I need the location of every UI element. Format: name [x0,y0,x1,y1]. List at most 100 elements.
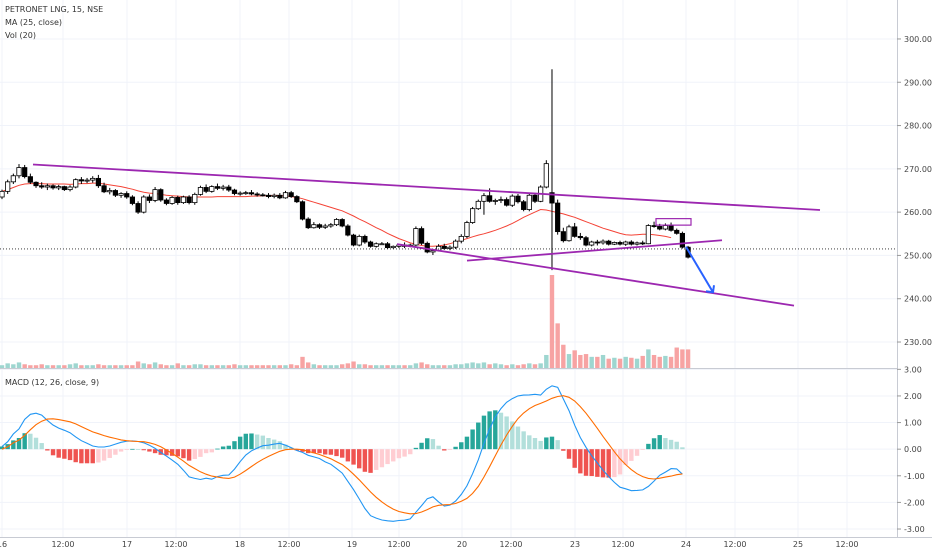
price-tick-label: 240.00 [904,295,932,304]
macd-hist-bar [215,448,220,450]
time-axis[interactable]: 16 12:00 17 12:00 18 12:00 19 12:00 20 12:00 23 12:… [0,540,859,549]
candle-body [288,192,294,197]
volume-bar [169,365,175,368]
time-tick-label: 23 [570,540,580,549]
volume-bar [294,365,300,368]
candle-body [61,186,67,191]
volume-bar [464,363,470,368]
macd-hist-bar [583,449,589,476]
time-tick-label: 12:00 [499,540,522,549]
macd-hist-bar [521,431,526,450]
volume-bar [141,363,146,368]
candle-body [543,163,549,188]
macd-hist-bar [266,437,271,450]
macd-legend[interactable]: MACD (12, 26, close, 9) [5,378,100,387]
candle-body [175,197,181,204]
candle-body [124,193,130,198]
candle-body [129,196,136,204]
volume-bar [67,364,73,368]
highlight-box[interactable] [655,218,692,226]
volume-bar [266,365,271,368]
volume-bar [254,365,260,368]
candle-body [492,200,498,202]
price-pane[interactable] [0,69,897,307]
upper-trendline[interactable] [32,163,821,211]
macd-hist-bar [504,416,509,450]
volume-bar [674,347,679,368]
macd-hist-bar [532,437,538,450]
macd-axis[interactable]: 3.00 2.00 1.00 0.00 -1.00 -2.00 -3.00 [897,365,925,534]
candle-body [634,242,640,245]
candle-body [237,192,243,195]
lower-trendline[interactable] [396,243,795,307]
volume-bar [391,365,396,368]
volume-bar [617,358,623,368]
projection-arrow[interactable] [685,246,714,293]
macd-hist-bar [11,440,16,450]
volume-bar [220,365,226,368]
candle-body [16,167,22,177]
macd-tick-label: 0.00 [904,445,922,454]
macd-hist-bar [351,449,356,465]
volume-bars [0,275,691,368]
macd-hist-bar [101,449,107,461]
volume-bar [39,364,44,368]
macd-hist-bar [668,439,674,450]
macd-line [1,385,683,522]
macd-hist-bar [203,449,209,454]
volume-bar [476,363,481,368]
volume-bar [158,364,163,368]
macd-hist-bar [340,449,345,458]
vol-legend[interactable]: Vol (20) [5,31,36,40]
candle-body [515,195,521,203]
volume-bar [79,365,84,368]
macd-pane[interactable] [0,385,685,522]
symbol-legend[interactable]: PETRONET LNG, 15, NSE [5,5,104,14]
macd-hist-bar [124,449,129,450]
candle-body [158,189,164,201]
volume-bar [305,362,311,368]
candle-body [623,241,629,245]
volume-bar [663,355,668,368]
volume-bar [56,365,61,368]
macd-hist-bar [198,449,203,457]
volume-bar [107,365,112,368]
rising-trendline[interactable] [466,239,723,262]
candle-body [589,241,595,246]
candle-body [594,241,600,244]
macd-hist-bar [663,437,668,450]
candle-body [316,224,323,228]
trendline-drawings[interactable] [0,163,897,307]
volume-bar [532,364,538,368]
macd-hist-bar [237,436,243,450]
macd-hist-bar [515,426,521,450]
volume-bar [28,365,33,368]
volume-bar [130,365,135,368]
candle-body [418,228,425,244]
time-tick-label: 12:00 [51,540,74,549]
macd-hist-bar [527,435,532,450]
price-axis[interactable]: 300.00 290.00 280.00 270.00 260.00 250.00 240.… [897,35,932,347]
volume-bar [379,365,385,368]
volume-bar [515,365,521,368]
candle-body [345,225,351,236]
volume-bar [493,363,498,368]
ma-legend[interactable]: MA (25, close) [5,18,63,27]
macd-hist-bar [186,449,192,461]
macd-tick-label: 1.00 [904,419,922,428]
macd-hist-bar [328,449,334,455]
price-tick-label: 290.00 [904,78,932,87]
macd-hist-bar [130,448,135,450]
price-tick-label: 270.00 [904,165,932,174]
time-tick-label: 25 [793,540,803,549]
macd-hist-bar [640,449,645,450]
macd-hist-bar [317,449,322,454]
candle-body [640,242,646,245]
volume-bar [175,363,180,368]
volume-bar [340,364,345,368]
candle-body [169,197,175,204]
candle-body [203,187,209,192]
macd-hist-bar [578,449,583,474]
volume-bar [566,354,572,368]
